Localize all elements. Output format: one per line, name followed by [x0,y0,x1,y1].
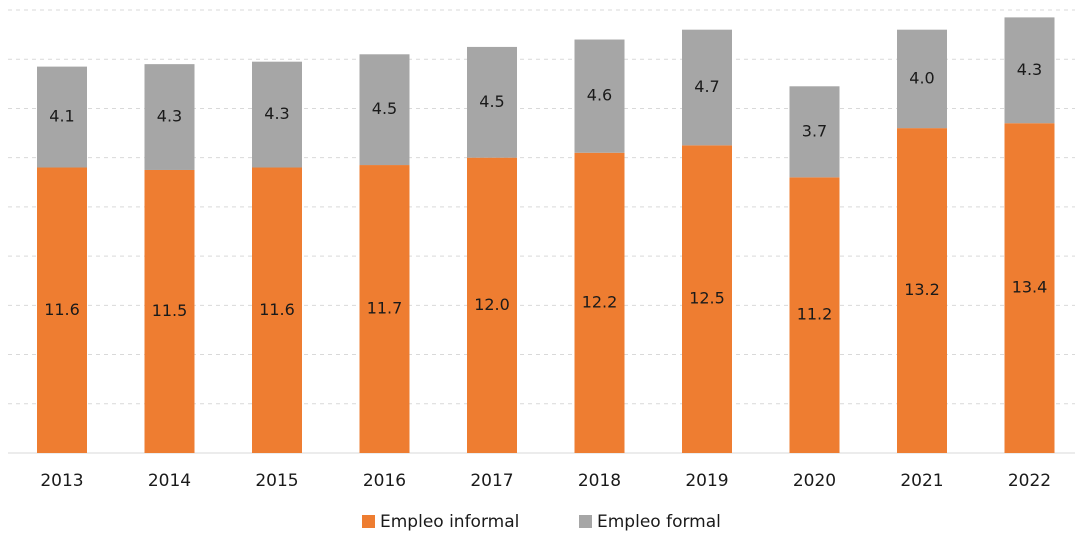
label-formal-2019: 4.7 [694,77,719,96]
label-informal-2016: 11.7 [367,299,403,318]
x-axis: 2013 2014 2015 2016 2017 2018 2019 2020 2021 2022 [40,471,1051,491]
legend-label-formal: Empleo formal [597,512,721,532]
bar-formal-2013 [37,66,87,168]
label-informal-2014: 11.5 [152,301,188,320]
bar-formal-2020 [789,86,840,178]
bar-informal-2013 [37,167,87,453]
bar-formal-2016 [359,54,410,166]
bar-formal-2021 [897,29,947,129]
label-formal-2014: 4.3 [157,107,182,126]
x-tick-2022: 2022 [1008,471,1051,491]
bar-formal-2017 [467,46,517,158]
label-informal-2021: 13.2 [904,280,940,299]
label-informal-2015: 11.6 [259,300,295,319]
label-formal-2018: 4.6 [587,86,612,105]
legend-label-informal: Empleo informal [380,512,519,532]
label-formal-2013: 4.1 [49,107,74,126]
label-formal-2021: 4.0 [909,68,934,87]
bar-informal-2020 [789,177,840,453]
bar-informal-2016 [359,165,410,454]
bar-formal-2018 [574,39,625,153]
label-informal-2018: 12.2 [582,292,618,311]
bars [37,17,1055,454]
label-informal-2022: 13.4 [1012,278,1048,297]
label-formal-2017: 4.5 [479,92,504,111]
bar-informal-2015 [252,167,302,453]
label-informal-2020: 11.2 [797,305,833,324]
bar-informal-2014 [144,169,195,453]
bar-formal-2019 [682,29,732,146]
label-formal-2022: 4.3 [1017,60,1042,79]
x-tick-2021: 2021 [900,471,943,491]
legend-swatch-informal [362,515,375,528]
bar-formal-2015 [252,61,302,168]
x-tick-2020: 2020 [793,471,836,491]
x-tick-2016: 2016 [363,471,406,491]
x-tick-2019: 2019 [685,471,728,491]
x-tick-2015: 2015 [255,471,298,491]
label-informal-2019: 12.5 [689,289,725,308]
bar-formal-2014 [144,64,195,170]
bar-informal-2021 [897,128,947,453]
x-tick-2014: 2014 [148,471,191,491]
x-tick-2017: 2017 [470,471,513,491]
legend: Empleo informal Empleo formal [362,512,721,532]
bar-formal-2022 [1004,17,1055,124]
bar-informal-2019 [682,145,732,453]
x-tick-2013: 2013 [40,471,83,491]
bar-informal-2022 [1004,123,1055,453]
label-formal-2015: 4.3 [264,104,289,123]
data-labels: 11.6 4.1 11.5 4.3 11.6 4.3 11.7 4.5 12.0 4.5 12.2 4… [44,60,1047,324]
label-formal-2020: 3.7 [802,121,827,140]
x-tick-2018: 2018 [578,471,621,491]
legend-swatch-formal [579,515,592,528]
label-informal-2013: 11.6 [44,300,80,319]
bar-informal-2018 [574,152,625,453]
bar-informal-2017 [467,157,517,453]
label-informal-2017: 12.0 [474,295,510,314]
label-formal-2016: 4.5 [372,99,397,118]
